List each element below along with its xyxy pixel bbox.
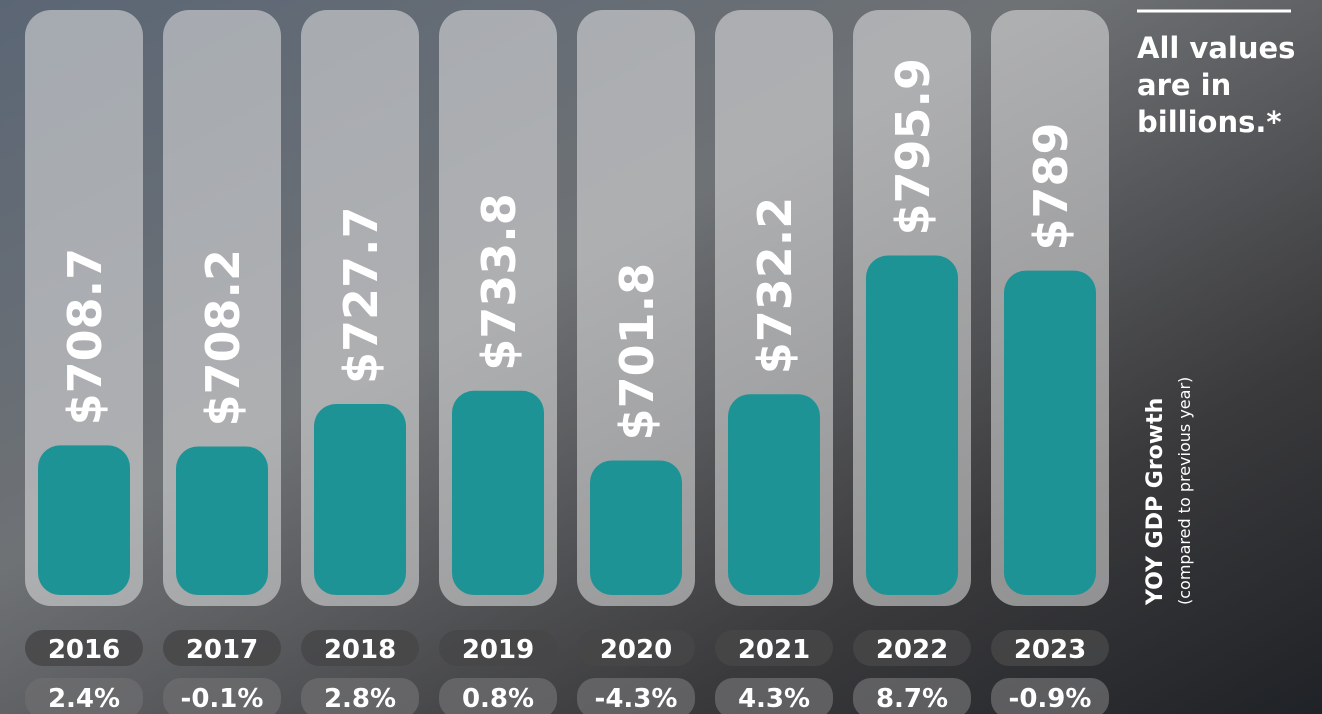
value-label: $732.2 [748,197,802,375]
value-label: $727.7 [334,207,388,385]
growth-label: 2.8% [324,684,396,714]
value-label: $789 [1024,123,1078,251]
value-label: $733.8 [472,193,526,371]
bar [314,404,406,595]
x-tick-label: 2022 [876,635,948,665]
x-tick-label: 2017 [186,635,258,665]
growth-title: YOY GDP Growth [1143,398,1168,606]
bar [38,445,130,595]
growth-label: -0.1% [181,684,264,714]
x-tick-label: 2018 [324,635,396,665]
x-tick-label: 2019 [462,635,534,665]
page: All values are in billions.* YOY GDP Gro… [0,0,1322,714]
value-label: $708.2 [196,249,250,427]
x-tick-label: 2020 [600,635,672,665]
note: All values are in billions.* [1137,30,1317,141]
bar [1004,271,1096,595]
growth-label: 8.7% [876,684,948,714]
bar [452,391,544,595]
value-label: $701.8 [610,263,664,441]
growth-label: 4.3% [738,684,810,714]
bar [866,256,958,595]
x-tick-label: 2023 [1014,635,1086,665]
growth-label: -4.3% [595,684,678,714]
value-label: $708.7 [58,248,112,426]
bar [590,460,682,595]
chart: All values are in billions.* YOY GDP Gro… [0,0,1322,714]
x-tick-label: 2016 [48,635,120,665]
bar [728,394,820,595]
note-box: All values are in billions.* [1137,30,1317,160]
growth-label: 2.4% [48,684,120,714]
value-label: $795.9 [886,58,940,236]
growth-label: -0.9% [1009,684,1092,714]
bar [176,447,268,595]
growth-subtitle: (compared to previous year) [1175,377,1194,605]
growth-label: 0.8% [462,684,534,714]
x-tick-label: 2021 [738,635,810,665]
